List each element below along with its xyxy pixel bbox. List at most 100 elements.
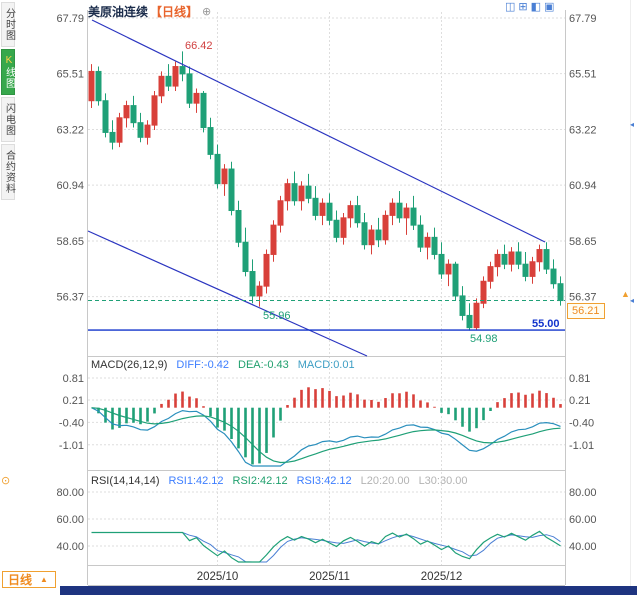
candle: [550, 268, 557, 285]
layout-grid-icon[interactable]: ⊞: [518, 1, 528, 13]
candle: [410, 207, 417, 226]
candle: [284, 183, 291, 202]
layout-full-icon[interactable]: ▣: [544, 1, 555, 13]
svg-text:58.65: 58.65: [56, 236, 84, 248]
candle: [375, 229, 382, 241]
sidebar: 分时图 K线图 闪电图 合约资料: [0, 2, 15, 200]
svg-text:2025/11: 2025/11: [309, 571, 350, 583]
candle: [354, 205, 361, 224]
candle: [256, 285, 263, 297]
panel-frame: [87, 10, 566, 586]
svg-text:40.00: 40.00: [56, 541, 84, 553]
candle: [214, 153, 221, 185]
rsi-label-row: RSI(14,14,14) RSI1:42.12 RSI2:42.12 RSI3…: [91, 475, 468, 487]
candle: [347, 205, 354, 219]
macd-label-row: MACD(26,12,9) DIFF:-0.42 DEA:-0.43 MACD:…: [91, 359, 355, 371]
candle: [102, 100, 109, 133]
candle: [382, 214, 389, 241]
candle: [158, 75, 165, 97]
candle: [501, 253, 508, 265]
candle: [396, 202, 403, 219]
candle: [186, 73, 193, 104]
price-alert-marker-icon[interactable]: ▲: [621, 289, 630, 299]
macd-title[interactable]: MACD(26,12,9): [91, 359, 168, 371]
sidebar-tab-lightning[interactable]: 闪电图: [0, 97, 15, 142]
candle: [235, 210, 242, 243]
layout-half-icon[interactable]: ◧: [530, 1, 542, 13]
svg-text:-1.01: -1.01: [569, 440, 594, 452]
rsi-title[interactable]: RSI(14,14,14): [91, 475, 160, 487]
macd-diff-value: DIFF:-0.42: [176, 359, 229, 371]
period-selector[interactable]: 日线 ▲: [2, 571, 56, 588]
candle: [263, 253, 270, 287]
svg-text:60.94: 60.94: [569, 180, 597, 192]
right-scroll-rail[interactable]: [630, 0, 637, 595]
settings-icon[interactable]: ⊙: [1, 475, 11, 487]
candle: [389, 202, 396, 216]
bottom-statusbar: [60, 586, 637, 595]
sidebar-tab-kline[interactable]: K线图: [0, 49, 15, 95]
period-up-arrow-icon: ▲: [40, 575, 48, 584]
candle: [529, 261, 536, 277]
candle: [543, 249, 550, 270]
candle: [291, 183, 298, 202]
period-label: 【日线】: [150, 5, 199, 19]
candle: [193, 92, 200, 104]
candle: [473, 302, 480, 329]
svg-text:0.21: 0.21: [569, 395, 590, 407]
add-indicator-icon[interactable]: ⊕: [202, 6, 212, 18]
hline-price-label: 55.00: [532, 318, 560, 330]
svg-text:-1.01: -1.01: [59, 440, 84, 452]
svg-text:63.22: 63.22: [569, 125, 597, 137]
svg-text:56.37: 56.37: [56, 292, 84, 304]
candle: [179, 66, 186, 75]
candle: [403, 207, 410, 219]
macd-dea-value: DEA:-0.43: [238, 359, 289, 371]
candle: [312, 197, 319, 216]
svg-text:60.94: 60.94: [56, 180, 84, 192]
candle: [298, 185, 305, 202]
candle: [557, 283, 564, 302]
candle: [445, 263, 452, 275]
candle: [333, 219, 340, 238]
candle: [494, 253, 501, 268]
svg-text:65.51: 65.51: [569, 69, 597, 81]
candle: [144, 124, 151, 138]
candle: [368, 229, 375, 246]
macd-layer: [91, 387, 562, 467]
svg-text:2025/12: 2025/12: [421, 571, 463, 583]
candle: [137, 122, 144, 138]
svg-text:67.79: 67.79: [56, 13, 84, 25]
svg-text:0.81: 0.81: [63, 373, 84, 385]
candle: [249, 271, 256, 297]
collapse-handle-mid-icon[interactable]: ◂: [630, 296, 635, 305]
candle: [123, 105, 130, 119]
candle: [165, 75, 172, 87]
svg-text:80.00: 80.00: [56, 487, 84, 499]
candle: [459, 295, 466, 316]
svg-text:2025/10: 2025/10: [197, 571, 239, 583]
candle: [277, 200, 284, 226]
svg-text:0.81: 0.81: [569, 373, 590, 385]
candle: [242, 241, 249, 273]
sidebar-tab-contract-info[interactable]: 合约资料: [0, 144, 15, 200]
svg-text:60.00: 60.00: [56, 514, 84, 526]
layout-split-icon[interactable]: ◫: [505, 1, 516, 13]
collapse-handle-top-icon[interactable]: ◂: [630, 120, 635, 129]
peak-price-label: 66.42: [185, 40, 213, 52]
candles-layer: [88, 51, 564, 331]
svg-text:60.00: 60.00: [569, 514, 597, 526]
candle: [536, 249, 543, 263]
candle: [417, 224, 424, 248]
candle: [424, 236, 431, 248]
macd-hist-value: MACD:0.01: [297, 359, 355, 371]
oct-low-price-label: 55.96: [263, 310, 291, 322]
instrument-name: 美原油连续: [88, 5, 149, 19]
axis-labels: 67.79 67.79 65.51 65.51 63.22 63.22 60.94 60.94…: [56, 13, 596, 583]
sidebar-tab-timeline[interactable]: 分时图: [0, 2, 15, 47]
dec-low-price-label: 54.98: [470, 333, 498, 345]
candle: [487, 266, 494, 282]
last-price-tag: 56.21: [567, 303, 605, 319]
